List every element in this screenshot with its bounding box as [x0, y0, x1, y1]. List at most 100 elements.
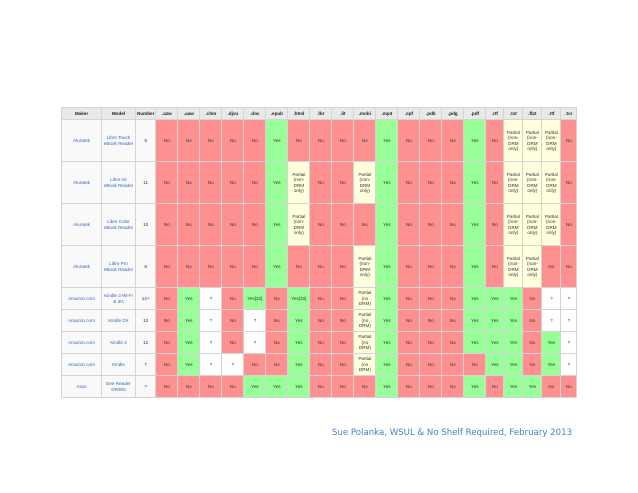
column-header[interactable]: .mp3: [375, 107, 399, 120]
model-link[interactable]: Libre Pro eBook Reader: [103, 261, 134, 272]
support-cell: No: [419, 119, 443, 162]
model-link[interactable]: Kindle 2: [110, 339, 127, 345]
support-cell: No: [560, 203, 578, 246]
support-cell: No: [199, 245, 223, 288]
support-cell: No: [397, 203, 421, 246]
column-header[interactable]: .txt: [503, 107, 524, 120]
model-cell: Libre Color eBook Reader: [101, 203, 136, 246]
maker-link[interactable]: Aluratek: [73, 221, 90, 227]
support-cell: No: [309, 203, 333, 246]
support-cell: No: [309, 309, 333, 332]
support-cell: Yes: [375, 287, 399, 310]
model-cell: Kindle 3 Wi-Fi & 3G: [101, 287, 136, 310]
maker-link[interactable]: Amazon.com: [68, 339, 95, 345]
support-cell: No: [331, 287, 355, 310]
support-cell: No: [419, 161, 443, 204]
support-cell: Yes: [265, 161, 289, 204]
support-cell: No: [243, 245, 267, 288]
format-count-cell: 12: [134, 309, 157, 332]
column-header[interactable]: .fb2: [522, 107, 543, 120]
support-cell: No: [177, 245, 201, 288]
maker-link[interactable]: Amazon.com: [68, 317, 95, 323]
table-row: Amazon.com Kindle 3 Wi-Fi & 3G 12+ No Yes? No…: [61, 287, 578, 310]
support-cell: No: [485, 161, 505, 204]
column-header[interactable]: .aaw: [177, 107, 201, 120]
maker-link[interactable]: Asus: [76, 383, 87, 389]
support-cell: No: [155, 331, 179, 354]
support-cell: No: [331, 309, 355, 332]
support-cell: No: [199, 203, 223, 246]
maker-cell: Amazon.com: [61, 353, 102, 376]
model-link[interactable]: Libre Color eBook Reader: [103, 219, 134, 230]
support-cell: Yes: [541, 331, 562, 354]
support-cell: No: [331, 353, 355, 376]
support-cell: No: [522, 331, 543, 354]
column-header[interactable]: Maker: [61, 107, 102, 120]
support-cell: No: [221, 119, 245, 162]
support-cell: No: [419, 287, 443, 310]
column-header[interactable]: .lbr: [309, 107, 333, 120]
support-cell: Partial (non-DRM only): [522, 203, 543, 246]
support-cell: Partial (non-DRM only): [522, 161, 543, 204]
support-cell: Yes: [287, 375, 311, 398]
table-body: Aluratek Libre Touch eBook Reader 9 No No No N…: [61, 119, 578, 398]
format-count-cell: 8: [134, 245, 157, 288]
maker-link[interactable]: Aluratek: [73, 179, 90, 185]
maker-cell: Aluratek: [61, 161, 102, 204]
maker-link[interactable]: Amazon.com: [68, 361, 95, 367]
support-cell: No: [541, 245, 562, 288]
column-header[interactable]: .chm: [199, 107, 223, 120]
column-header[interactable]: .lit: [331, 107, 355, 120]
column-header[interactable]: .azw: [155, 107, 179, 120]
support-cell: No: [441, 287, 465, 310]
model-link[interactable]: Kindle: [112, 361, 125, 367]
format-count-cell: 12+: [134, 287, 157, 310]
model-link[interactable]: Libre Touch eBook Reader: [103, 135, 134, 146]
column-header[interactable]: .rtf: [541, 107, 562, 120]
support-cell: No: [441, 309, 465, 332]
support-cell: Yes[32]: [287, 287, 311, 310]
table-row: Amazon.com Kindle DX 12 No Yes? No? No Yes No No P…: [61, 309, 578, 332]
support-cell: Yes: [463, 309, 487, 332]
table-row: Amazon.com Kindle 7 No Yes?? No No Yes No No Parti…: [61, 353, 578, 376]
support-cell: Yes: [265, 203, 289, 246]
support-cell: Partial (non-DRM only): [541, 119, 562, 162]
column-header[interactable]: .rtf: [485, 107, 505, 120]
support-cell: Yes: [541, 353, 562, 376]
support-cell: No: [560, 119, 578, 162]
column-header[interactable]: .tcr: [560, 107, 578, 120]
support-cell: Yes[32]: [243, 287, 267, 310]
model-link[interactable]: Kindle 3 Wi-Fi & 3G: [104, 293, 133, 304]
support-cell: ?: [541, 287, 562, 310]
support-cell: No: [177, 203, 201, 246]
maker-link[interactable]: Aluratek: [73, 137, 90, 143]
support-cell: Yes: [177, 353, 201, 376]
maker-cell: Aluratek: [61, 119, 102, 162]
column-header[interactable]: .mobi: [353, 107, 377, 120]
support-cell: Yes: [287, 331, 311, 354]
support-cell: Partial (non-DRM only): [353, 245, 377, 288]
table-row: Aluratek Libre Color eBook Reader 10 No No No…: [61, 203, 578, 246]
support-cell: No: [221, 309, 245, 332]
maker-link[interactable]: Amazon.com: [68, 295, 95, 301]
column-header[interactable]: .epub: [265, 107, 289, 120]
support-cell: No: [309, 161, 333, 204]
support-cell: Yes: [485, 309, 505, 332]
model-link[interactable]: Eee Reader DR900: [106, 381, 131, 392]
support-cell: No: [309, 245, 333, 288]
column-header[interactable]: .opf: [397, 107, 421, 120]
support-cell: No: [485, 375, 505, 398]
column-header[interactable]: .djvu: [221, 107, 245, 120]
model-link[interactable]: Libre Air eBook Reader: [103, 177, 134, 188]
column-header[interactable]: .pdb: [419, 107, 443, 120]
column-header[interactable]: Model: [101, 107, 136, 120]
column-header[interactable]: .pdf: [463, 107, 487, 120]
support-cell: Yes: [503, 375, 524, 398]
maker-link[interactable]: Aluratek: [73, 263, 90, 269]
column-header[interactable]: .doc: [243, 107, 267, 120]
column-header[interactable]: Number: [134, 107, 157, 120]
column-header[interactable]: .pdg: [441, 107, 465, 120]
model-link[interactable]: Kindle DX: [108, 317, 129, 323]
column-header[interactable]: .html: [287, 107, 311, 120]
support-cell: No: [199, 161, 223, 204]
